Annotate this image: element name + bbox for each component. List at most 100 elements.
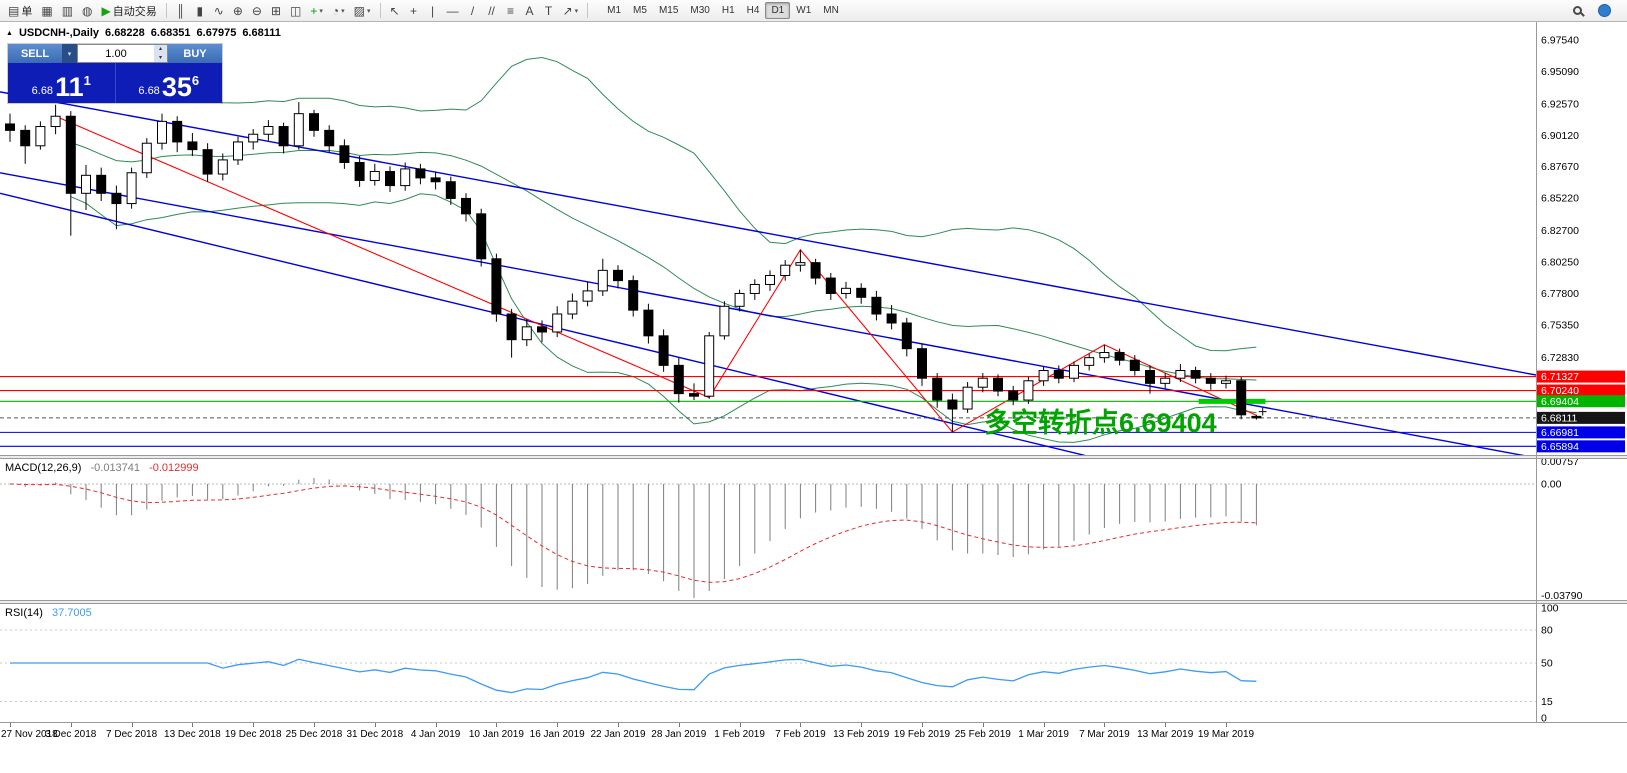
lot-size-input[interactable] — [78, 45, 154, 62]
line-chart-button[interactable]: ∿ — [210, 2, 228, 20]
search-button[interactable] — [1568, 2, 1586, 20]
cascade-windows-button[interactable]: ◫ — [286, 2, 305, 20]
macd-signal-value: -0.012999 — [149, 462, 199, 474]
annotation-text[interactable]: 多空转折点6.69404 — [984, 408, 1217, 438]
text-button[interactable]: A — [521, 2, 539, 20]
bar-chart-button[interactable]: ║ — [172, 2, 190, 20]
timeframe-m1-button[interactable]: M1 — [607, 5, 622, 16]
symbol-period-label: USDCNH-,Daily — [18, 27, 100, 39]
horizontal-line-icon: — — [446, 3, 459, 18]
svg-text:6.95090: 6.95090 — [1541, 66, 1579, 78]
timeframe-h4-button[interactable]: H4 — [746, 5, 760, 16]
time-axis-label: 7 Dec 2018 — [106, 729, 158, 740]
time-axis-label: 1 Feb 2019 — [714, 729, 765, 740]
sell-price-big-digits: 11 — [55, 72, 84, 103]
tile-windows-button[interactable]: ⊞ — [267, 2, 285, 20]
periods-button[interactable]: ◔ ▾ — [328, 2, 349, 20]
equidistant-channel-button[interactable]: // — [483, 2, 501, 20]
timeframe-m5-button[interactable]: M5 — [633, 5, 647, 16]
timeframe-h1-button[interactable]: H1 — [721, 5, 735, 16]
macd-histogram — [24, 477, 1257, 598]
timeframe-m15-button[interactable]: M15 — [658, 5, 679, 16]
panel-resize-handle[interactable] — [0, 600, 1627, 604]
chevron-down-icon: ▾ — [366, 7, 371, 15]
svg-text:6.90120: 6.90120 — [1541, 130, 1579, 142]
time-axis-tick — [131, 723, 133, 727]
trendlines[interactable] — [0, 91, 1537, 455]
horizontal-line-button[interactable]: — — [443, 2, 463, 20]
new-order-button[interactable]: ▤ 单 — [4, 2, 36, 20]
sell-price-pip-digit: 1 — [83, 73, 91, 88]
cursor-button[interactable]: ↖ — [386, 2, 404, 20]
time-axis-tick — [496, 723, 498, 727]
buy-price-display[interactable]: 6.68 35 6 — [115, 63, 222, 103]
bar-chart-icon: ║ — [176, 3, 185, 18]
fibonacci-icon: ≡ — [507, 3, 515, 18]
time-axis-tick — [1165, 723, 1167, 727]
svg-text:6.97540: 6.97540 — [1541, 34, 1579, 46]
price-tag — [1537, 411, 1625, 424]
zoom-out-button[interactable]: ⊖ — [248, 2, 266, 20]
line-chart-icon: ∿ — [213, 3, 224, 18]
profiles-button[interactable]: ▥ — [58, 2, 77, 20]
crosshair-cursor: + — [1258, 404, 1268, 421]
svg-text:6.71327: 6.71327 — [1541, 371, 1579, 383]
timeframe-w1-button[interactable]: W1 — [796, 5, 812, 16]
svg-text:15: 15 — [1541, 696, 1553, 708]
lot-size-field: ▴ ▾ — [77, 44, 168, 63]
community-button[interactable] — [1594, 2, 1615, 20]
macd-signal-line — [9, 483, 1257, 583]
sell-price-display[interactable]: 6.68 11 1 — [8, 63, 116, 103]
horizontal-price-lines[interactable] — [0, 376, 1536, 447]
indicators-button[interactable]: + ▾ — [306, 2, 327, 20]
arrow-tool-button[interactable]: ↗ ▾ — [559, 2, 583, 20]
timeframe-m30-button[interactable]: M30 — [690, 5, 710, 16]
crosshair-button[interactable]: + — [405, 2, 423, 20]
time-axis[interactable]: 27 Nov 2018 3 Dec 2018 7 Dec 2018 13 Dec 20… — [0, 722, 1627, 773]
candlestick-chart-icon: ▮ — [196, 3, 204, 18]
price-chart[interactable]: 6.97540 6.95090 6.92570 6.90120 6.87670 6.852… — [0, 22, 1627, 455]
time-axis-tick — [435, 723, 437, 727]
time-axis-tick — [1104, 723, 1106, 727]
time-axis-tick — [982, 723, 984, 727]
market-watch-button[interactable]: ◍ — [78, 2, 96, 20]
buy-price-prefix: 6.68 — [138, 85, 160, 97]
autotrading-button[interactable]: ▶ 自动交易 — [98, 2, 161, 20]
trendline-button[interactable]: / — [464, 2, 482, 20]
price-axis[interactable]: 6.97540 6.95090 6.92570 6.90120 6.87670 6.852… — [1537, 34, 1625, 453]
price-tag — [1537, 384, 1625, 397]
rsi-panel[interactable]: 100 80 50 15 0 — [0, 604, 1627, 722]
label-button[interactable]: T — [540, 2, 558, 20]
order-type-dropdown[interactable]: ▾ — [62, 44, 77, 63]
new-order-icon: ▤ — [8, 3, 20, 18]
templates-button[interactable]: ▨ ▾ — [350, 2, 375, 20]
lot-decrease-button[interactable]: ▾ — [154, 53, 167, 62]
time-axis-label: 19 Feb 2019 — [893, 729, 951, 740]
price-axis-separator[interactable] — [1536, 22, 1537, 723]
chevron-down-icon: ▾ — [341, 7, 345, 15]
svg-text:6.68111: 6.68111 — [1541, 412, 1578, 424]
svg-text:50: 50 — [1541, 658, 1553, 670]
cursor-icon: ↖ — [389, 3, 400, 18]
macd-panel[interactable]: 0.00757 0.00 -0.03790 — [0, 459, 1627, 600]
timeframe-d1-button[interactable]: D1 — [765, 2, 791, 19]
lot-increase-button[interactable]: ▴ — [154, 45, 167, 54]
time-axis-tick — [1226, 723, 1227, 727]
candlestick-chart-button[interactable]: ▮ — [191, 2, 209, 20]
svg-text:6.80250: 6.80250 — [1541, 256, 1579, 268]
panel-resize-handle[interactable] — [0, 455, 1627, 459]
toolbar-separator — [587, 3, 589, 18]
zoom-in-button[interactable]: ⊕ — [229, 2, 247, 20]
price-tag — [1537, 440, 1625, 453]
sell-price-prefix: 6.68 — [31, 85, 54, 97]
sell-button[interactable]: SELL — [8, 44, 62, 63]
zigzag-lines[interactable] — [55, 115, 1257, 433]
svg-text:6.77800: 6.77800 — [1541, 288, 1579, 300]
timeframe-mn-button[interactable]: MN — [823, 5, 839, 16]
new-chart-button[interactable]: ▦ — [37, 2, 56, 20]
fibonacci-button[interactable]: ≡ — [502, 2, 520, 20]
time-axis-tick — [557, 723, 559, 727]
buy-price-big-digits: 35 — [161, 72, 192, 103]
vertical-line-button[interactable]: | — [424, 2, 442, 20]
buy-button[interactable]: BUY — [168, 44, 222, 63]
